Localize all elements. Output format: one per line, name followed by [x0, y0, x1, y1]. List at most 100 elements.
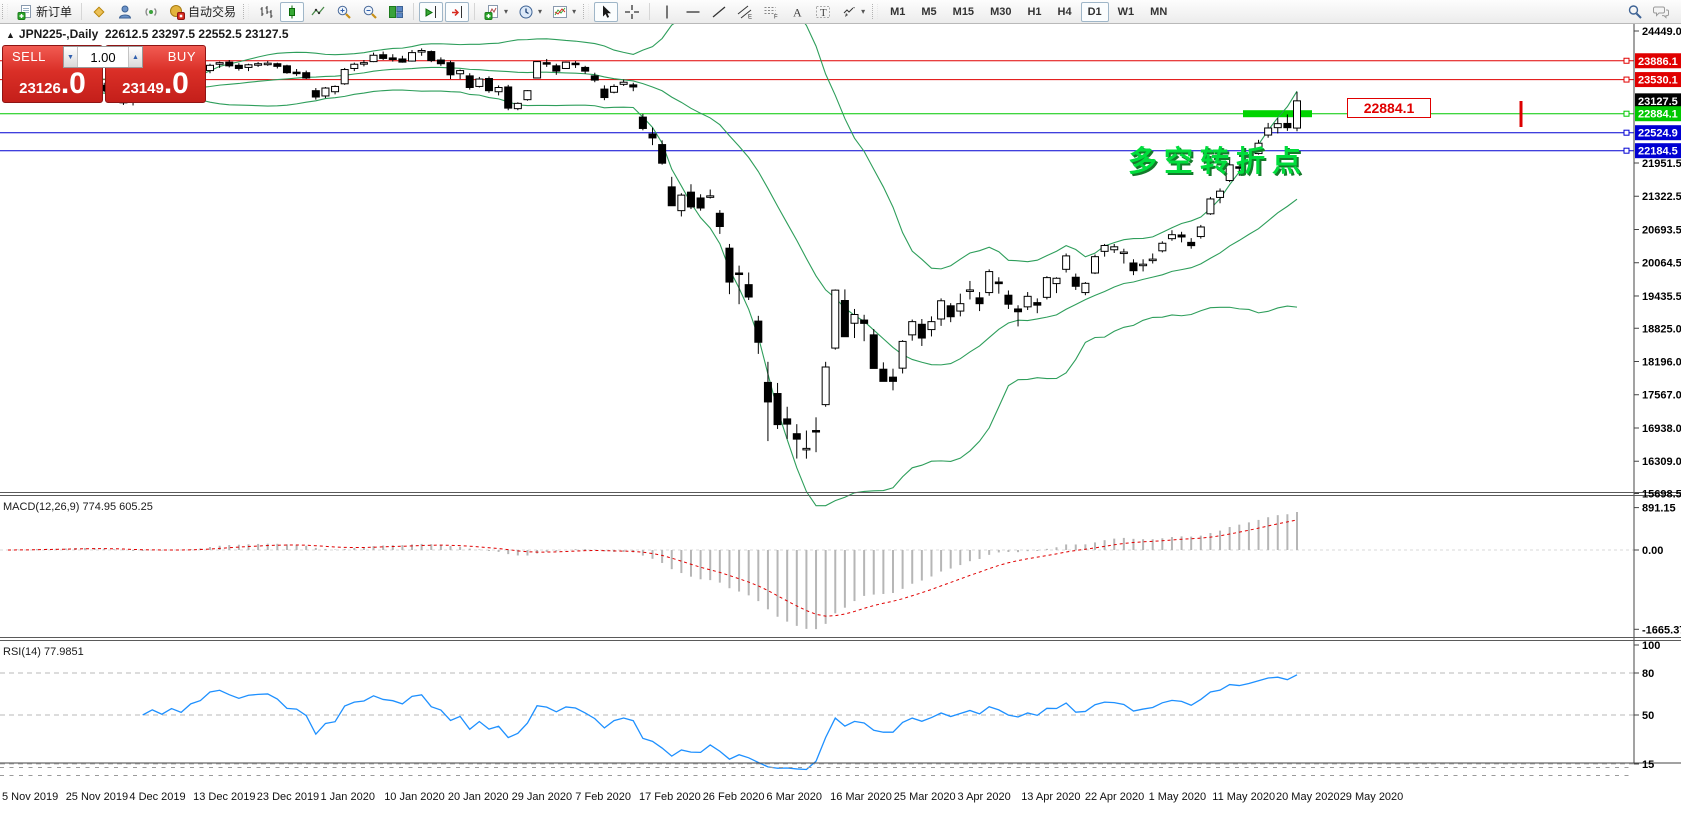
search-button[interactable] — [1623, 2, 1647, 22]
candle-body — [638, 116, 647, 129]
trendline-button[interactable] — [707, 2, 731, 22]
candle-body — [1254, 142, 1263, 155]
price-tick-label: 16309.0 — [1642, 456, 1681, 468]
candle-body — [292, 71, 301, 75]
chat-button[interactable] — [1649, 2, 1673, 22]
autotrading-button[interactable]: 自动交易 — [165, 2, 240, 22]
candle-body — [994, 281, 1003, 285]
navigator-button[interactable] — [113, 2, 137, 22]
candle-body — [898, 340, 907, 369]
candle-body — [340, 69, 349, 85]
crosshair-button[interactable] — [620, 2, 644, 22]
candle-body — [215, 62, 224, 65]
candle-body — [725, 247, 734, 283]
timeframe-m5-button[interactable]: M5 — [914, 2, 943, 22]
candle-body — [792, 433, 801, 440]
candle-body — [282, 65, 291, 74]
candle-body — [311, 90, 320, 98]
horizontal-line-button[interactable] — [681, 2, 705, 22]
candle-body — [379, 54, 388, 59]
toolbar-grip[interactable] — [2, 4, 8, 19]
macd-axis-label: -1665.37 — [1642, 624, 1681, 636]
candle-body — [686, 191, 695, 208]
timeframe-h4-button[interactable]: H4 — [1051, 2, 1079, 22]
timeframe-mn-button[interactable]: MN — [1143, 2, 1174, 22]
equidistant-channel-button[interactable]: E — [733, 2, 757, 22]
candle-body — [359, 62, 368, 65]
arrows-dropdown-caret[interactable]: ▾ — [861, 7, 866, 16]
level-price-callout[interactable]: 22884.1 — [1347, 98, 1431, 118]
candle-body — [1283, 122, 1292, 129]
line-chart-icon — [311, 6, 325, 15]
candle-body — [1244, 156, 1253, 164]
candle-body — [1177, 234, 1186, 238]
horizontal-line-icon — [686, 10, 700, 13]
toolbar-separator — [649, 3, 651, 20]
zoom-in-icon — [337, 5, 351, 19]
candle-body — [1023, 295, 1032, 308]
timeframe-h1-button[interactable]: H1 — [1020, 2, 1048, 22]
price-tick-label: 20693.5 — [1642, 224, 1681, 236]
candle-body — [350, 63, 359, 69]
candle-body — [1264, 127, 1273, 136]
toolbar-grip[interactable] — [872, 4, 879, 19]
candle-body — [1119, 251, 1128, 255]
bar-chart-button[interactable] — [254, 2, 278, 22]
macd-axis-label: 891.15 — [1642, 503, 1676, 515]
auto-scroll-button[interactable] — [445, 1, 470, 22]
toolbar-separator — [474, 3, 476, 20]
chat-icon — [1653, 6, 1669, 19]
bar-chart-icon — [260, 5, 273, 18]
volume-increase-button[interactable]: ▲ — [128, 47, 142, 67]
sell-price: 23126.0 — [19, 67, 86, 100]
fibonacci-button[interactable]: F — [759, 2, 783, 22]
volume-decrease-button[interactable]: ▼ — [64, 47, 78, 67]
vertical-line-button[interactable] — [655, 2, 679, 22]
text-icon: A — [793, 5, 802, 19]
toolbar-grip[interactable] — [243, 4, 250, 19]
arrows-button[interactable]: ▾ — [837, 2, 869, 22]
line-chart-button[interactable] — [306, 2, 330, 22]
date-label: 13 Dec 2019 — [193, 791, 255, 803]
volume-input[interactable] — [78, 47, 128, 67]
candle-body — [1235, 166, 1244, 169]
tile-windows-button[interactable] — [384, 2, 408, 22]
zoom-in-button[interactable] — [332, 2, 356, 22]
collapse-triangle-icon[interactable]: ▲ — [6, 30, 15, 40]
signals-button[interactable] — [139, 2, 163, 22]
price-line-label: 23886.1 — [1638, 56, 1678, 68]
price-line-label: 23127.5 — [1638, 96, 1678, 108]
candlestick-chart-button[interactable] — [280, 1, 305, 22]
periods-dropdown-caret[interactable]: ▾ — [538, 7, 543, 16]
candle-body — [917, 323, 926, 339]
timeframe-m1-button[interactable]: M1 — [883, 2, 912, 22]
new-order-button[interactable]: 新订单 — [13, 2, 76, 22]
cursor-button[interactable] — [594, 1, 619, 22]
indicators-button[interactable]: ▾ — [480, 2, 512, 22]
text-button[interactable]: A — [785, 2, 809, 22]
date-label: 10 Jan 2020 — [384, 791, 445, 803]
candle-body — [552, 65, 561, 72]
text-label-button[interactable]: T — [811, 2, 835, 22]
candle-body — [658, 144, 667, 164]
toolbar-grip[interactable] — [583, 4, 590, 19]
timeframe-w1-button[interactable]: W1 — [1111, 2, 1142, 22]
price-tick-label: 20064.5 — [1642, 258, 1681, 270]
timeframe-d1-button[interactable]: D1 — [1080, 1, 1109, 22]
periods-button[interactable]: ▾ — [514, 2, 546, 22]
candle-body — [263, 62, 272, 66]
price-line-anchor — [1623, 129, 1630, 136]
candle-body — [956, 303, 965, 312]
timeframe-m30-button[interactable]: M30 — [983, 2, 1018, 22]
candle-body — [629, 84, 638, 88]
timeframe-m15-button[interactable]: M15 — [946, 2, 981, 22]
indicators-dropdown-caret[interactable]: ▾ — [504, 7, 509, 16]
tile-windows-icon — [389, 5, 404, 18]
chart-shift-button[interactable] — [419, 1, 444, 22]
zoom-out-button[interactable] — [358, 2, 382, 22]
templates-dropdown-caret[interactable]: ▾ — [572, 7, 577, 16]
candle-body — [812, 430, 821, 433]
market-watch-button[interactable] — [87, 2, 111, 22]
templates-button[interactable]: ▾ — [548, 2, 580, 22]
